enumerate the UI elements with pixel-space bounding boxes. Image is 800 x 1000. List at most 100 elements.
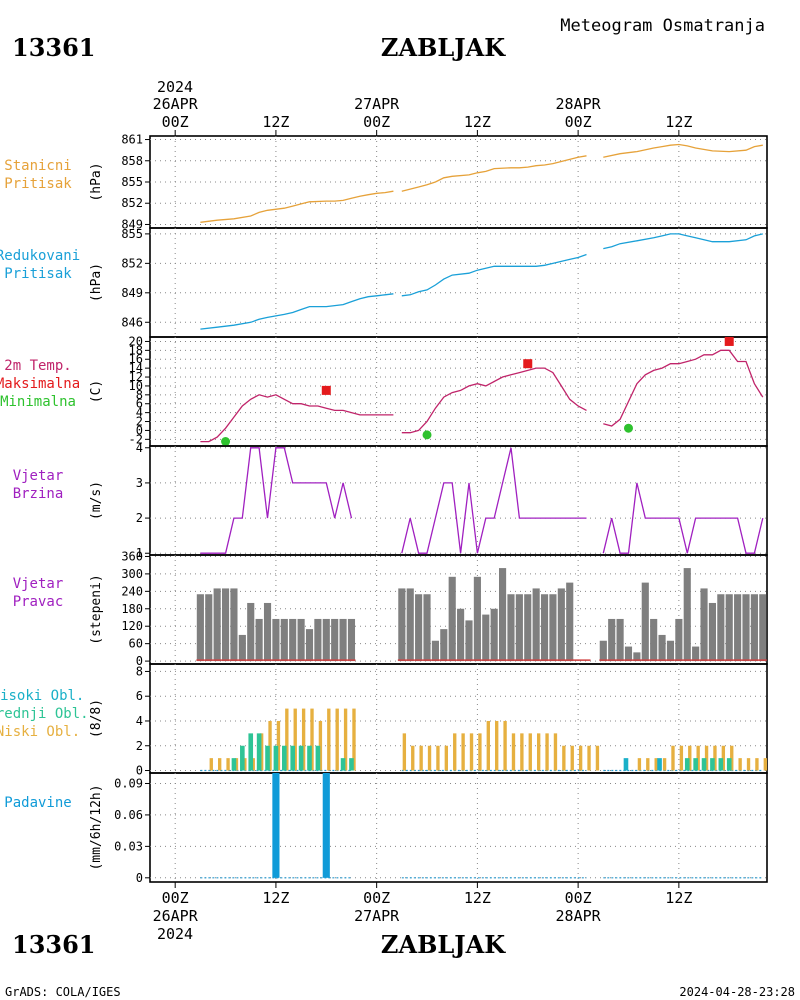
panel-label: Padavine xyxy=(4,795,71,811)
cloud-bar xyxy=(553,733,558,771)
cloud-bar xyxy=(298,745,304,771)
wind-direction-bar xyxy=(230,588,238,662)
y-tick-label: 300 xyxy=(121,567,143,581)
y-tick-label: 12 xyxy=(129,370,143,384)
wind-direction-bar xyxy=(675,618,683,662)
cloud-bar xyxy=(285,708,289,771)
cloud-bar xyxy=(411,745,415,771)
meteogram-subtitle: Meteogram Osmatranja xyxy=(560,16,765,36)
y-tick-label: 0 xyxy=(136,423,143,437)
cloud-bar xyxy=(453,733,457,771)
panel-label: Stanicni xyxy=(4,158,71,174)
panel-label: Niski Obl. xyxy=(0,724,80,740)
top-hour-label: 12Z xyxy=(464,113,491,131)
cloud-bar xyxy=(710,758,715,771)
y-tick-label: 8 xyxy=(136,664,143,678)
wind-direction-bar xyxy=(658,634,666,662)
cloud-bar xyxy=(310,708,314,771)
cloud-bar xyxy=(511,733,516,771)
y-axis-label: (m/s) xyxy=(89,481,104,520)
top-date-label: 28APR xyxy=(556,95,602,113)
cloud-bar xyxy=(243,758,247,771)
y-tick-label: 180 xyxy=(121,602,143,616)
y-tick-label: 2 xyxy=(136,511,143,525)
cloud-bar xyxy=(352,708,356,771)
cloud-bar xyxy=(578,745,583,771)
wind-direction-bar xyxy=(473,576,481,662)
cloud-bar xyxy=(256,733,262,771)
cloud-bar xyxy=(293,708,297,771)
cloud-bar xyxy=(251,758,255,771)
y-tick-label: 14 xyxy=(129,361,143,375)
panels: 849852855858861(hPa)StanicniPritisak8468… xyxy=(0,133,768,885)
wind-direction-bar xyxy=(708,602,717,662)
panel-reduced_pressure: 846 849 852 855 (hPa) Redukovani Pritisak xyxy=(0,227,768,338)
top-hour-label: 12Z xyxy=(665,113,692,131)
wind-direction-bar xyxy=(666,640,675,662)
top-hour-label: 12Z xyxy=(262,113,289,131)
y-tick-label: 6 xyxy=(136,689,143,703)
cloud-bar xyxy=(693,758,698,771)
wind-direction-bar xyxy=(742,594,750,662)
wind-direction-bar xyxy=(406,588,414,662)
wind-direction-bar xyxy=(255,618,263,662)
cloud-bar xyxy=(318,720,323,771)
panel-label: Brzina xyxy=(13,486,64,502)
wind-direction-bar xyxy=(205,594,213,662)
precip-bar xyxy=(272,773,280,878)
panel-label: Pravac xyxy=(13,594,64,610)
y-axis-label: (hPa) xyxy=(89,162,104,201)
cloud-bar xyxy=(536,733,541,771)
y-tick-label: 16 xyxy=(129,352,143,366)
wind-direction-bar xyxy=(465,620,473,662)
y-tick-label: 849 xyxy=(121,217,143,231)
cloud-bar xyxy=(570,745,574,771)
y-tick-label: 858 xyxy=(121,154,143,168)
y-axis-label: (mm/6h/12h) xyxy=(89,784,104,870)
station-id-top: 13361 xyxy=(12,33,96,62)
wind-direction-bar xyxy=(717,594,725,662)
cloud-bar xyxy=(684,758,690,771)
panel-label: 2m Temp. xyxy=(4,358,71,374)
wind-direction-bar xyxy=(221,588,230,662)
tmin-marker xyxy=(221,437,231,447)
y-axis-label: (C) xyxy=(89,380,104,403)
cloud-bar xyxy=(595,745,600,771)
cloud-bar xyxy=(327,708,331,771)
y-tick-label: 852 xyxy=(121,196,143,210)
y-tick-label: 849 xyxy=(121,286,143,300)
cloud-bar xyxy=(623,758,629,771)
bottom-hour-label: 12Z xyxy=(665,889,692,907)
y-tick-label: 861 xyxy=(121,133,143,147)
top-date-label: 27APR xyxy=(354,95,400,113)
wind-direction-bar xyxy=(650,618,658,662)
y-tick-label: -2 xyxy=(129,432,143,446)
wind-direction-bar xyxy=(734,594,742,662)
y-tick-label: 10 xyxy=(129,379,143,393)
y-tick-label: 0 xyxy=(136,654,143,668)
series-line xyxy=(401,367,587,434)
cloud-bar xyxy=(427,745,432,771)
y-axis-label: (hPa) xyxy=(89,263,104,302)
panel-frame xyxy=(149,227,768,338)
wind-direction-bar xyxy=(457,608,465,662)
station-id-bottom: 13361 xyxy=(12,930,96,959)
cloud-bar xyxy=(587,745,591,771)
y-tick-label: 2 xyxy=(136,739,143,753)
wind-direction-bar xyxy=(398,588,406,662)
y-tick-label: 855 xyxy=(121,175,143,189)
cloud-bar xyxy=(562,745,566,771)
y-tick-label: 6 xyxy=(136,397,143,411)
wind-direction-bar xyxy=(347,618,356,662)
cloud-bar xyxy=(335,708,339,771)
cloud-bar xyxy=(273,745,279,771)
cloud-bar xyxy=(746,758,751,771)
panel-label: Minimalna xyxy=(0,394,76,410)
series-line xyxy=(602,482,764,554)
year-bottom: 2024 xyxy=(157,925,193,943)
cloud-bar xyxy=(231,758,237,771)
y-tick-label: 18 xyxy=(129,343,143,357)
